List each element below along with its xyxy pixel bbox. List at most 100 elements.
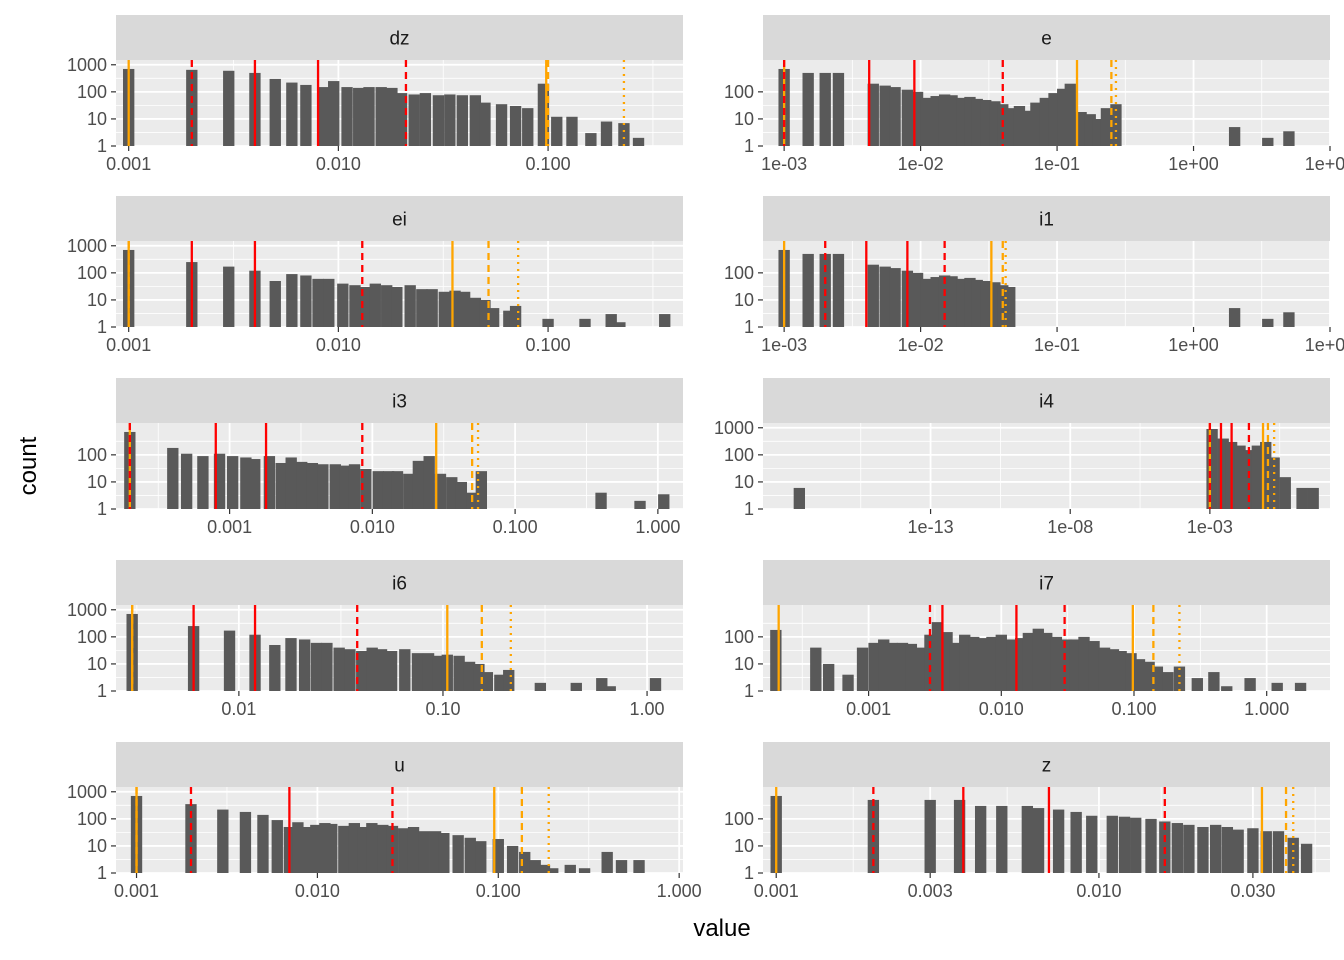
y-tick-label: 1 [97,499,107,519]
histogram-bar [286,274,298,327]
histogram-bar [901,89,914,146]
histogram-bar [968,636,980,691]
histogram-bar [391,287,403,327]
histogram-bar [980,280,992,327]
x-tick-label: 1.000 [1244,699,1289,719]
histogram-bar [564,864,576,873]
histogram-bar [458,291,471,327]
strip-background [763,742,1330,787]
histogram-bar [1057,88,1069,146]
strip-label: i4 [1039,392,1054,413]
histogram-bar [416,289,428,327]
histogram-bar [1021,805,1034,873]
histogram-bar [469,297,482,327]
histogram-bar [832,253,845,327]
histogram-bar [494,674,506,691]
histogram-bar [924,799,936,873]
panel-ei: ei 0.001 0.010 0.100 1 10 100 1000 [67,196,683,355]
histogram-bar [411,653,424,691]
histogram-bar [537,83,550,146]
histogram-bar [449,290,461,327]
histogram-bar [356,651,368,691]
y-tick-label: 1 [97,863,107,883]
histogram-bar [269,280,281,327]
histogram-bar [1086,815,1098,873]
histogram-bar [344,649,356,691]
strip-label: u [394,756,405,777]
histogram-bar [423,456,435,509]
histogram-bar [381,285,393,327]
histogram-bar [570,682,582,691]
histogram-bar [649,678,662,691]
histogram-bar [1092,118,1104,146]
x-tick-label: 1e+00 [1168,335,1219,355]
histogram-bar [226,456,239,509]
histogram-bar [868,642,880,691]
histogram-bar [296,461,308,509]
x-axis-title: value [693,915,750,942]
histogram-bar [1206,429,1218,509]
histogram-bar [615,860,628,873]
histogram-bar [310,642,323,691]
histogram-bar [601,851,613,873]
histogram-bar [878,639,890,691]
histogram-bar [429,831,442,873]
y-tick-label: 1000 [67,236,107,256]
histogram-bar [321,642,333,691]
histogram-bar [1244,678,1256,691]
histogram-bar [1268,457,1280,509]
x-tick-label: 0.010 [316,154,361,174]
x-tick-label: 0.010 [316,335,361,355]
histogram-bar [822,663,835,691]
y-tick-label: 1000 [67,600,107,620]
histogram-bar [529,860,541,873]
histogram-bar [301,826,314,873]
histogram-bar [618,123,630,146]
strip-label: e [1041,29,1052,50]
histogram-bar [213,453,226,509]
histogram-bar [197,456,209,509]
histogram-bar [1039,97,1051,146]
histogram-bar [475,471,488,509]
y-tick-label: 10 [734,836,754,856]
histogram-bar [363,87,375,146]
histogram-bar [1022,632,1035,691]
histogram-bar [930,96,942,146]
histogram-bar [604,686,616,691]
histogram-bar [1262,137,1274,146]
histogram-bar [1243,450,1255,509]
panel-i7: i7 0.001 0.010 0.100 1.000 1 10 100 [724,560,1330,719]
histogram-bar [634,500,646,509]
histogram-bar [946,95,958,146]
histogram-bar [924,634,936,691]
histogram-bar [412,460,425,509]
histogram-bar [867,83,879,146]
histogram-bar [1125,653,1137,691]
histogram-bar [1296,487,1308,509]
histogram-bar [1209,824,1222,873]
strip-background [116,742,683,787]
histogram-bar [971,98,983,146]
x-tick-label: 0.010 [979,699,1024,719]
histogram-bar [1052,809,1065,873]
x-tick-label: 1e-01 [1034,154,1080,174]
histogram-bar [1075,112,1087,146]
panel-i6: i6 0.01 0.10 1.00 1 10 100 1000 [67,560,683,719]
histogram-bar [375,87,387,146]
histogram-bar [1060,639,1073,691]
y-tick-label: 100 [724,809,754,829]
histogram-bar [503,310,515,327]
histogram-bar [1115,651,1127,691]
strip-label: i1 [1039,210,1054,231]
x-tick-label: 0.100 [1111,699,1156,719]
histogram-bar [659,314,671,327]
histogram-bar [538,864,551,873]
histogram-bar [456,95,468,146]
y-tick-label: 100 [724,263,754,283]
histogram-bar [223,266,235,327]
x-tick-label: 1.000 [635,517,680,537]
histogram-bar [1217,438,1229,509]
x-tick-label: 0.010 [350,517,395,537]
histogram-bar [658,494,670,509]
histogram-bar [832,72,845,146]
